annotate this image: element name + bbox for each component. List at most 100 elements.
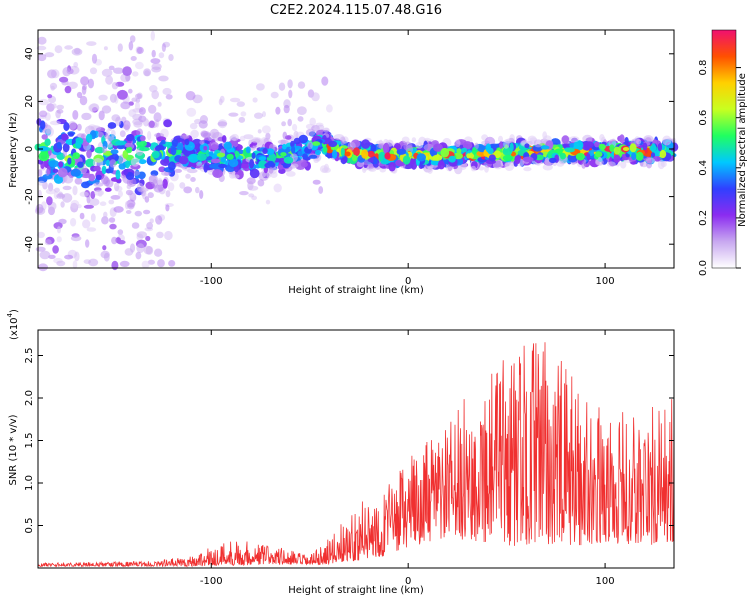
spectrogram-cell [650,143,657,154]
spectrogram-cell [81,85,87,95]
spectrogram-cell [312,141,321,146]
spectrogram-cell [146,222,154,230]
spectrogram-cell [63,122,70,131]
spectrogram-cell [54,45,63,54]
spectrogram-cell [582,134,593,143]
spectrogram-cell [285,171,296,177]
spectrogram-cell [134,210,142,217]
spectrogram-cell [300,161,308,168]
spectrogram-cell [198,120,208,129]
spectrogram-cell [613,154,621,163]
spectrogram-cell [56,236,62,243]
snr-y-ticks: 0.5 1.0 1.5 2.0 2.5 [24,348,674,533]
spectrogram-cell [48,160,60,168]
spectrogram-cell [533,139,543,148]
spectrogram-cell [290,140,295,148]
spectrogram-cell [293,137,301,145]
spectrogram-y-ticks: -40 -20 0 20 40 [24,47,674,252]
spectrogram-cell [405,145,414,154]
spectrogram-cell [287,79,293,89]
spectrogram-cell [108,65,115,71]
spectrogram-cell [135,61,144,70]
spectrogram-cell [196,153,207,161]
spectrogram-cell [115,169,121,180]
spectrogram-cell [70,217,77,227]
spectrogram-cell [273,183,282,193]
spectrogram-cell [118,163,126,170]
spectrogram-cell [138,107,146,115]
spectrogram-cell [132,71,139,77]
spectrogram-cell [154,248,163,257]
spectrogram-cell [179,182,186,189]
spectrogram-cell [35,246,46,252]
spectrogram-x-axis-label: Height of straight line (km) [288,285,424,296]
spectrogram-cell [135,251,142,260]
spectrogram-cell [148,104,157,114]
spectrogram-cell [168,54,174,61]
spectrogram-cell [168,161,176,171]
spectrogram-cell [254,112,263,119]
spectrogram-cell [75,140,82,149]
spectrogram-cell [38,151,50,162]
colorbar-label: Normalized spectral amplitude [737,73,748,227]
spectrogram-cell [103,46,108,51]
spectrogram-cell [38,263,48,272]
spectrogram-cell [93,165,101,172]
snr-x-axis-label: Height of straight line (km) [288,585,424,596]
spectrogram-cell [86,41,97,46]
spectrogram-cell [282,143,287,150]
spectrogram-cell [212,169,224,178]
spectrogram-cell [471,147,477,155]
spectrogram-cell [150,58,161,64]
spectrogram-cell [64,85,72,94]
spectrogram-cell [103,176,110,187]
spectrogram-cell [277,164,284,170]
spectrogram-cell [258,156,267,161]
spectrogram-cell [454,139,461,148]
colorbar-tick-label: 0.8 [698,60,709,76]
spectrogram-cell [321,76,329,86]
spectrogram-cell [262,148,268,154]
spectrogram-cell [179,134,190,139]
spectrogram-cell [332,149,338,159]
spectrogram-cell [609,144,615,152]
spectrogram-cell [80,76,90,86]
spectrogram-cell [190,177,196,182]
spectrogram-cell [498,135,503,143]
spectrogram-cell [143,118,149,127]
spectrogram-cell [56,109,64,114]
spectrogram-cell [209,163,219,169]
spectrogram-cell [203,163,208,173]
spectrogram-cell [83,204,94,209]
spectrogram-cell [277,139,289,145]
spectrogram-cell [249,158,255,169]
spectrogram-cell [504,161,515,171]
spectrogram-cell [104,187,112,192]
spectrogram-cell [251,152,256,159]
spectrogram-cell [383,143,388,154]
spectrogram-cell [210,144,219,151]
spectrogram-cell [143,209,151,215]
spectrogram-cell [456,148,462,155]
snr-y-tick-label: 2.0 [24,390,35,406]
spectrogram-cell [113,206,124,213]
spectrogram-cell [646,160,653,169]
spectrogram-cell [448,155,456,163]
colorbar: 0.0 0.2 0.4 0.6 0.8 Normalized spectral ampl… [698,29,748,276]
spectrogram-cell [622,147,630,151]
spectrogram-cell [292,123,298,132]
spectrogram-cell [64,45,73,50]
spectrogram-cell [562,143,567,149]
spectrogram-cell [149,218,154,224]
spectrogram-cell [46,196,53,206]
spectrogram-cell [347,141,356,151]
spectrogram-cell [85,239,90,248]
spectrogram-cell [183,186,193,194]
spectrogram-cell [233,174,240,179]
spectrogram-cell [158,52,165,59]
spectrogram-cell [119,260,130,267]
spectrogram-cell [44,138,51,146]
spectrogram-cell [49,120,61,126]
spectrogram-cell [47,69,57,79]
